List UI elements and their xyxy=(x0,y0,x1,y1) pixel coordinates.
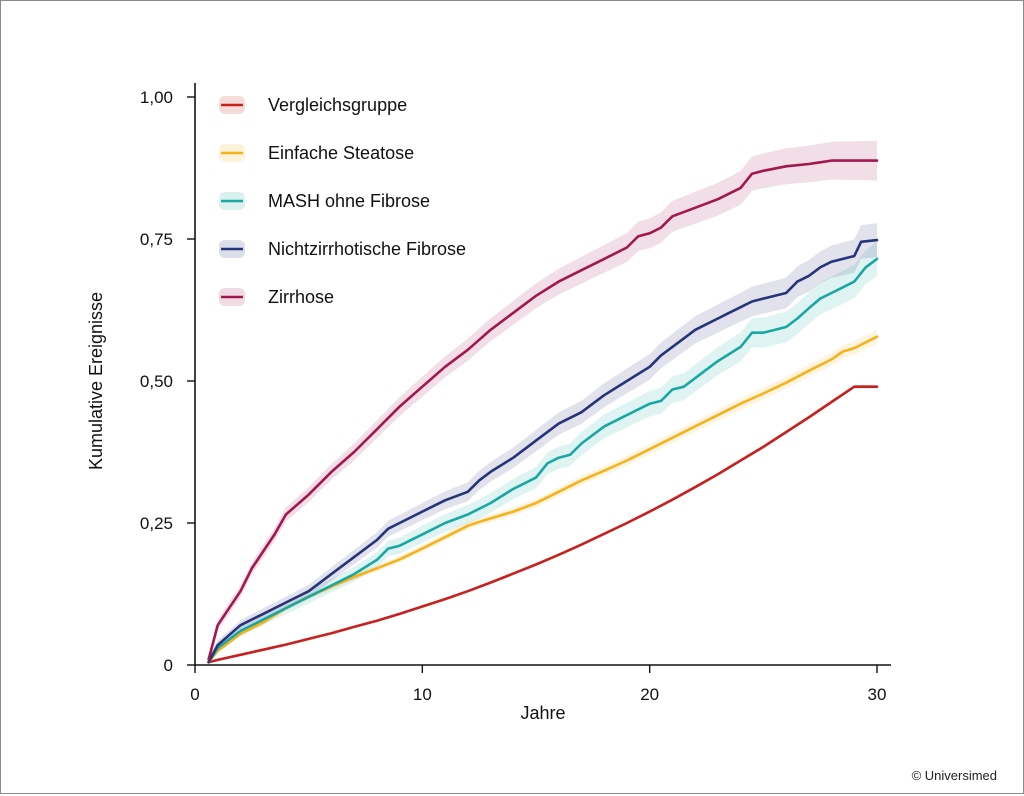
axes xyxy=(194,83,891,666)
x-tick-label-2: 20 xyxy=(640,685,659,704)
legend-label: Vergleichsgruppe xyxy=(268,95,407,115)
legend: Vergleichsgruppe Einfache Steatose MASH oh… xyxy=(219,95,466,307)
confidence-bands xyxy=(208,140,878,666)
y-tick-label-3: 0,75 xyxy=(140,230,173,249)
x-tick-label-1: 10 xyxy=(413,685,432,704)
y-tick-label-0: 0 xyxy=(164,656,173,675)
band-einfache-steatose xyxy=(208,329,878,664)
y-tick-label-1: 0,25 xyxy=(140,514,173,533)
band-nichtzirrhotische-fibrose xyxy=(208,223,878,665)
legend-item-nichtzirrhotische-fibrose: Nichtzirrhotische Fibrose xyxy=(219,239,466,259)
series-line-mash-ohne-fibrose xyxy=(207,257,879,664)
legend-item-einfache-steatose: Einfache Steatose xyxy=(219,143,414,163)
legend-label: Einfache Steatose xyxy=(268,143,414,163)
y-tick-label-2: 0,50 xyxy=(140,372,173,391)
series-line-nichtzirrhotische-fibrose xyxy=(207,238,879,664)
copyright-credit: © Universimed xyxy=(911,768,997,783)
y-axis-title: Kumulative Ereignisse xyxy=(86,292,106,470)
ticks: 0 10 20 30 0 0,25 0,50 0,75 1,00 xyxy=(140,88,887,704)
x-axis-title: Jahre xyxy=(520,703,565,723)
x-tick-label-3: 30 xyxy=(868,685,887,704)
x-tick-label-0: 0 xyxy=(190,685,199,704)
series-lines xyxy=(207,159,879,664)
legend-item-zirrhose: Zirrhose xyxy=(219,287,334,307)
series-line-vergleichsgruppe xyxy=(207,385,879,664)
legend-label: Nichtzirrhotische Fibrose xyxy=(268,239,466,259)
series-line-zirrhose xyxy=(207,159,879,661)
legend-label: Zirrhose xyxy=(268,287,334,307)
y-tick-label-4: 1,00 xyxy=(140,88,173,107)
legend-item-vergleichsgruppe: Vergleichsgruppe xyxy=(219,95,407,115)
legend-item-mash-ohne-fibrose: MASH ohne Fibrose xyxy=(219,191,430,211)
legend-label: MASH ohne Fibrose xyxy=(268,191,430,211)
